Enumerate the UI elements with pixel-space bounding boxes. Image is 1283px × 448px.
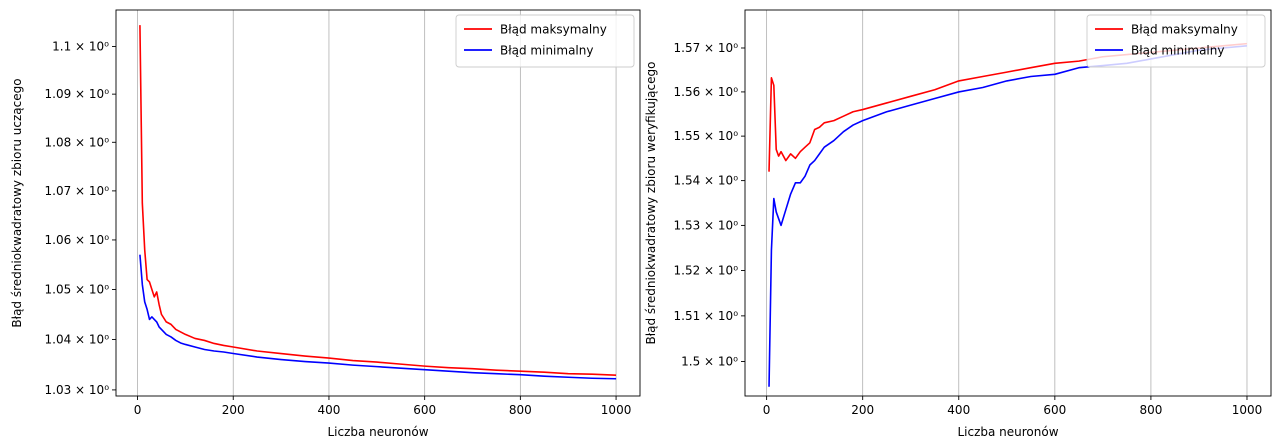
series-line-max [139,25,617,377]
legend-label: Błąd maksymalny [1131,23,1238,37]
plot-frame [115,9,641,397]
y-tick-label: 1.1 × 10⁰ [52,39,109,53]
y-tick-label: 1.56 × 10⁰ [674,85,739,99]
x-tick-label: 200 [851,403,874,417]
y-axis-label: Błąd średniokwadratowy zbioru uczącego [10,78,24,327]
plot-frame [744,9,1272,397]
x-tick-label: 0 [134,403,142,417]
y-axis-label: Błąd średniokwadratowy zbioru weryfikują… [644,62,658,345]
y-tick-label: 1.03 × 10⁰ [45,383,110,397]
series-line-min [139,254,617,380]
x-tick-label: 0 [763,403,771,417]
x-tick-label: 200 [222,403,245,417]
chart-training-error: 0 200 400 600 800 1000 1.03 × 10⁰ 1.04 × 10⁰ 1.0… [10,9,641,439]
y-tick-label: 1.57 × 10⁰ [674,41,739,55]
y-tick-label: 1.54 × 10⁰ [674,174,739,188]
y-tick-label: 1.08 × 10⁰ [45,135,110,149]
chart-validation-error: 0 200 400 600 800 1000 1.5 × 10⁰ 1.51 × 10⁰ 1.52… [644,9,1272,439]
y-tick-label: 1.09 × 10⁰ [45,87,110,101]
x-tick-label: 800 [509,403,532,417]
y-tick-label: 1.53 × 10⁰ [674,218,739,232]
x-tick-label: 600 [413,403,436,417]
legend-label: Błąd minimalny [1131,44,1224,58]
x-tick-label: 400 [947,403,970,417]
legend-label: Błąd maksymalny [500,23,607,37]
y-tick-label: 1.05 × 10⁰ [45,282,110,296]
x-tick-label: 1000 [601,403,632,417]
legend: Błąd maksymalny Błąd minimalny [455,14,635,68]
y-tick-label: 1.06 × 10⁰ [45,233,110,247]
x-tick-label: 400 [317,403,340,417]
y-tick-label: 1.55 × 10⁰ [674,129,739,143]
x-tick-label: 600 [1043,403,1066,417]
y-tick-label: 1.52 × 10⁰ [674,263,739,277]
y-tick-label: 1.51 × 10⁰ [674,309,739,323]
y-tick-label: 1.04 × 10⁰ [45,332,110,346]
x-axis-label: Liczba neuronów [327,425,428,439]
x-tick-label: 800 [1139,403,1162,417]
legend: Błąd maksymalny Błąd minimalny [1086,14,1266,68]
x-axis-label: Liczba neuronów [957,425,1058,439]
legend-box [455,14,635,68]
legend-box [1086,14,1266,68]
x-tick-label: 1000 [1232,403,1263,417]
legend-label: Błąd minimalny [500,44,593,58]
y-tick-label: 1.5 × 10⁰ [681,355,738,369]
y-tick-label: 1.07 × 10⁰ [45,184,110,198]
